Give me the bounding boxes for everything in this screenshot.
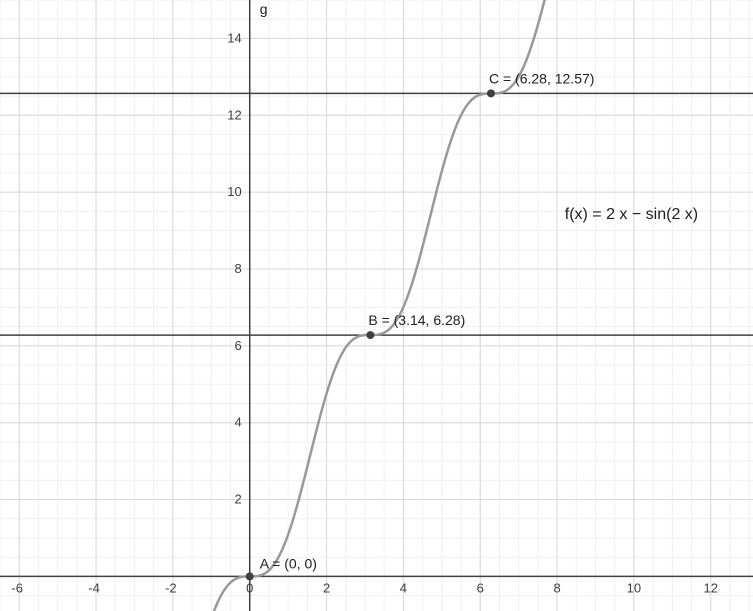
x-tick-label: -4: [88, 580, 100, 595]
x-tick-label: 2: [323, 580, 330, 595]
major-grid: [0, 0, 753, 611]
y-tick-label: 2: [234, 492, 241, 507]
point-b: [366, 331, 374, 339]
x-tick-label: 12: [704, 580, 718, 595]
chart-container: -6 -4 -2 0 2 4 6 8 10 12 2 4 6 8 10 12 14 A = (0, 0) B = (…: [0, 0, 753, 611]
x-tick-label: 6: [477, 580, 484, 595]
x-tick-label: 8: [553, 580, 560, 595]
minor-grid: [0, 0, 753, 611]
y-tick-label: 6: [234, 338, 241, 353]
y-tick-label: 12: [227, 107, 241, 122]
chart-svg: -6 -4 -2 0 2 4 6 8 10 12 2 4 6 8 10 12 14 A = (0, 0) B = (…: [0, 0, 753, 611]
point-a: [246, 572, 254, 580]
x-tick-label: -6: [11, 580, 23, 595]
point-label-a: A = (0, 0): [260, 555, 317, 571]
y-axis-label: g: [260, 1, 268, 17]
x-tick-label: -2: [165, 580, 177, 595]
annotations: g f(x) = 2 x − sin(2 x): [260, 1, 698, 223]
equation-text: f(x) = 2 x − sin(2 x): [565, 206, 698, 223]
x-tick-label: 4: [400, 580, 407, 595]
point-label-b: B = (3.14, 6.28): [368, 312, 465, 328]
x-tick-label: 10: [627, 580, 641, 595]
y-tick-label: 4: [234, 415, 241, 430]
function-path: [203, 0, 555, 611]
y-tick-label: 8: [234, 261, 241, 276]
axes: [0, 0, 753, 611]
x-tick-label: 0: [246, 580, 253, 595]
y-tick-label: 10: [227, 184, 241, 199]
point-label-c: C = (6.28, 12.57): [489, 70, 594, 86]
y-tick-label: 14: [227, 30, 241, 45]
function-curve: [203, 0, 555, 611]
point-c: [487, 89, 495, 97]
